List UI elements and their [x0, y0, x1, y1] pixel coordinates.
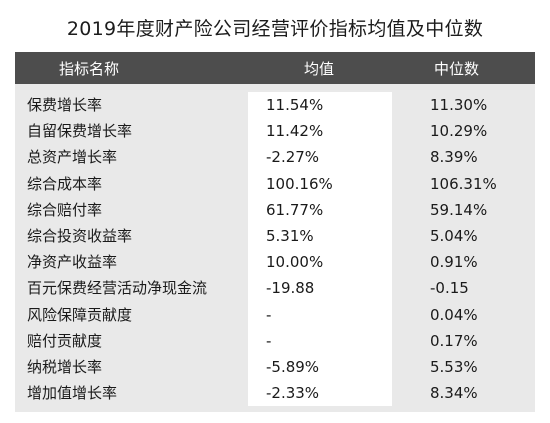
cell-mean: -2.33%	[266, 384, 320, 403]
cell-name: 风险保障贡献度	[27, 305, 133, 324]
cell-mean: 100.16%	[266, 174, 333, 193]
cell-mean: -5.89%	[266, 357, 320, 376]
cell-median: 11.30%	[430, 96, 488, 114]
cell-name: 纳税增长率	[27, 357, 103, 376]
header-mean: 均值	[304, 59, 335, 78]
cell-name: 增加值增长率	[27, 384, 118, 403]
cell-mean: 11.42%	[266, 122, 324, 141]
name-column: 保费增长率 自留保费增长率 总资产增长率 综合成本率 综合赔付率 综合投资收益率…	[15, 92, 248, 407]
cell-median: 59.14%	[430, 200, 488, 219]
cell-mean: -	[266, 331, 272, 350]
cell-median: -0.15	[430, 279, 469, 298]
cell-name: 综合投资收益率	[27, 226, 133, 245]
cell-median: 0.91%	[430, 253, 478, 272]
cell-median: 0.17%	[430, 331, 478, 350]
mean-column: 11.54% 11.42% -2.27% 100.16% 61.77% 5.31…	[248, 92, 392, 407]
table-body: 保费增长率 自留保费增长率 总资产增长率 综合成本率 综合赔付率 综合投资收益率…	[15, 84, 535, 412]
cell-name: 综合赔付率	[27, 200, 103, 219]
table-header: 指标名称 均值 中位数	[15, 52, 535, 84]
cell-name: 综合成本率	[27, 174, 103, 193]
cell-median: 106.31%	[430, 174, 497, 193]
cell-mean: -19.88	[266, 279, 315, 298]
cell-name: 保费增长率	[27, 96, 103, 114]
median-column: 11.30% 10.29% 8.39% 106.31% 59.14% 5.04%…	[392, 92, 535, 407]
cell-median: 8.39%	[430, 148, 478, 167]
cell-mean: -2.27%	[266, 148, 320, 167]
cell-name: 赔付贡献度	[27, 331, 103, 350]
header-median: 中位数	[434, 59, 480, 78]
header-name: 指标名称	[59, 59, 120, 78]
cell-median: 0.04%	[430, 305, 478, 324]
cell-name: 净资产收益率	[27, 253, 118, 272]
cell-name: 自留保费增长率	[27, 122, 133, 141]
cell-mean: 11.54%	[266, 96, 324, 114]
cell-mean: 61.77%	[266, 200, 324, 219]
cell-name: 百元保费经营活动净现金流	[27, 279, 208, 298]
cell-mean: -	[266, 305, 272, 324]
cell-name: 总资产增长率	[27, 148, 118, 167]
cell-median: 10.29%	[430, 122, 488, 141]
cell-mean: 10.00%	[266, 253, 324, 272]
cell-median: 8.34%	[430, 384, 478, 403]
indicator-table: 指标名称 均值 中位数 保费增长率 自留保费增长率 总资产增长率 综合成本率 综…	[15, 52, 535, 413]
cell-median: 5.53%	[430, 357, 478, 376]
page-title: 2019年度财产险公司经营评价指标均值及中位数	[66, 18, 484, 40]
cell-median: 5.04%	[430, 226, 478, 245]
cell-mean: 5.31%	[266, 226, 314, 245]
